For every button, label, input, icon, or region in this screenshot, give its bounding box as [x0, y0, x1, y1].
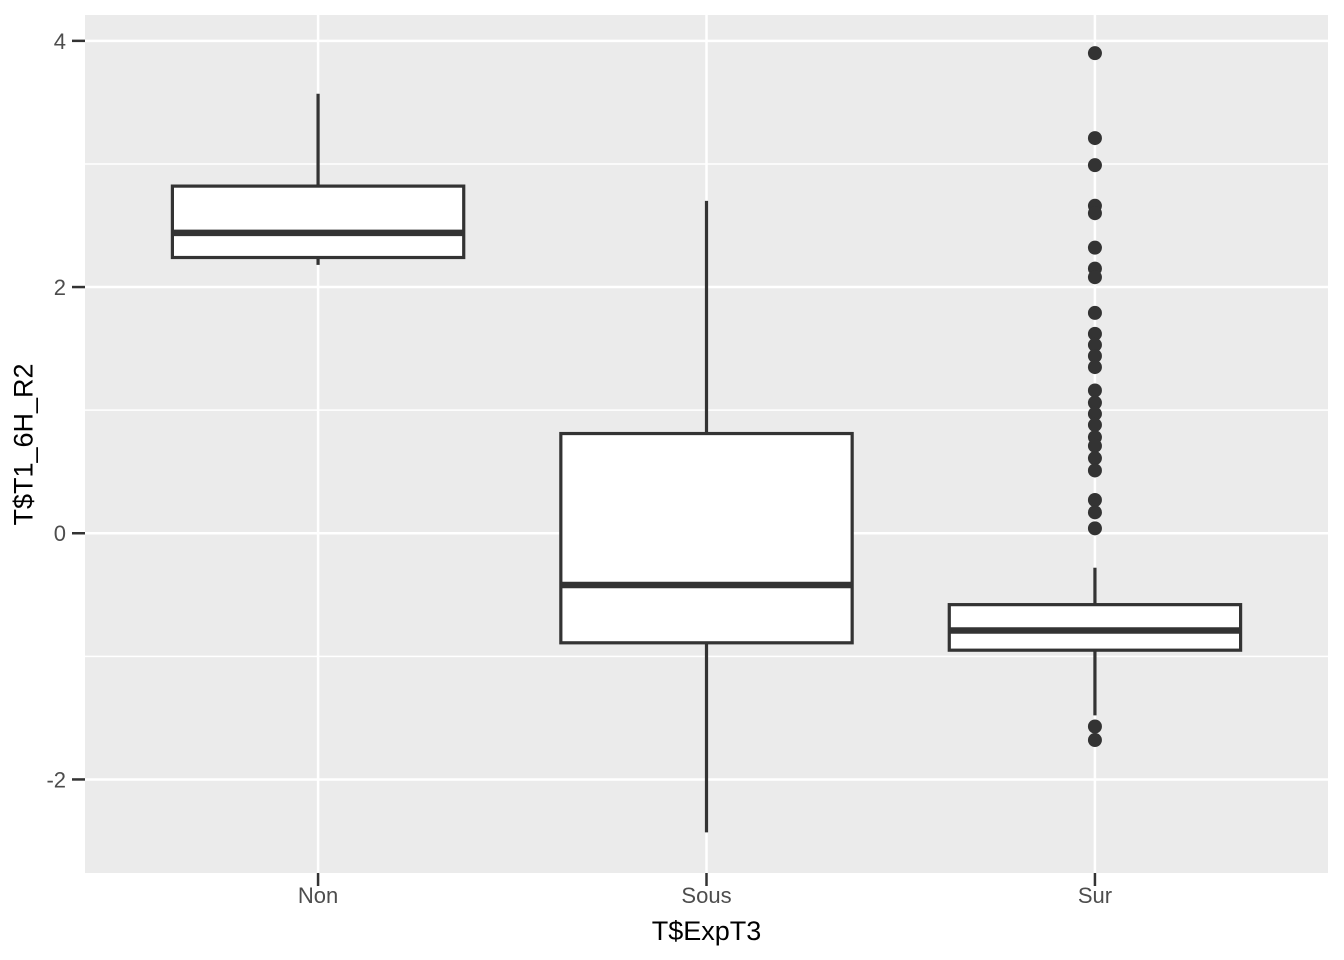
outlier-point-sur-11 — [1087, 348, 1102, 363]
outlier-point-sur-23 — [1087, 521, 1102, 536]
x-tick-label-sur: Sur — [1078, 883, 1112, 908]
outlier-point-sur-13 — [1087, 383, 1102, 398]
outlier-point-sur-2 — [1087, 158, 1102, 173]
outlier-point-sur-19 — [1087, 451, 1102, 466]
outlier-point-sur-7 — [1087, 270, 1102, 285]
outlier-point-sur-20 — [1087, 463, 1102, 478]
outlier-point-sur-24 — [1087, 719, 1102, 734]
outlier-point-sur-4 — [1087, 206, 1102, 221]
outlier-point-sur-14 — [1087, 395, 1102, 410]
outlier-point-sur-8 — [1087, 305, 1102, 320]
outlier-point-sur-0 — [1087, 46, 1102, 61]
x-tick-label-non: Non — [298, 883, 338, 908]
outlier-point-sur-10 — [1087, 337, 1102, 352]
outlier-point-sur-9 — [1087, 326, 1102, 341]
outlier-point-sur-21 — [1087, 493, 1102, 508]
outlier-point-sur-22 — [1087, 505, 1102, 520]
box-non — [170, 184, 466, 260]
outlier-point-sur-16 — [1087, 417, 1102, 432]
y-tick-label-4: 4 — [54, 29, 66, 54]
outlier-point-sur-15 — [1087, 406, 1102, 421]
outlier-point-sur-1 — [1087, 131, 1102, 146]
outlier-point-sur-18 — [1087, 438, 1102, 453]
y-tick-label-2: 2 — [54, 275, 66, 300]
y-tick-label--2: -2 — [46, 767, 66, 792]
x-tick-label-sous: Sous — [681, 883, 731, 908]
outlier-point-sur-5 — [1087, 240, 1102, 255]
outlier-point-sur-12 — [1087, 360, 1102, 375]
y-tick-label-0: 0 — [54, 521, 66, 546]
box-sous — [559, 431, 854, 645]
outlier-point-sur-25 — [1087, 733, 1102, 748]
